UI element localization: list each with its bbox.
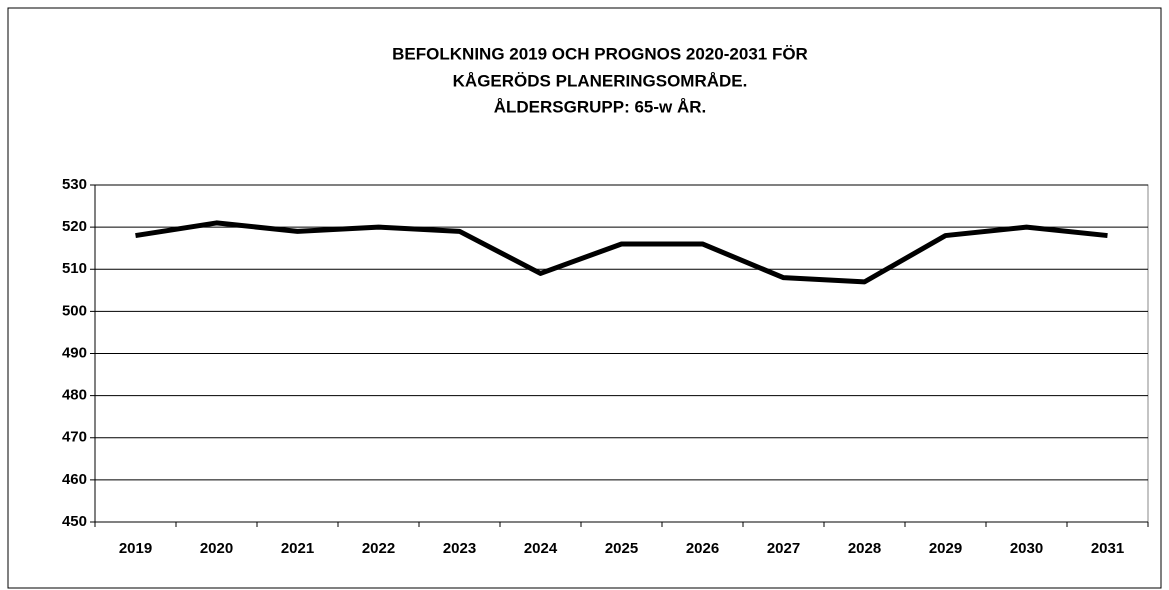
- line-series: [135, 220, 1108, 285]
- x-tick-label: 2031: [1091, 540, 1124, 557]
- x-tick-label: 2024: [524, 540, 558, 557]
- x-tick-label: 2028: [848, 540, 881, 557]
- y-tick-label: 480: [62, 387, 87, 404]
- x-tick-label: 2020: [200, 540, 233, 557]
- x-tick-label: 2030: [1010, 540, 1043, 557]
- y-tick-label: 490: [62, 344, 87, 361]
- y-tick-label: 500: [62, 302, 87, 319]
- y-tick-label: 450: [62, 513, 87, 530]
- x-tick-label: 2029: [929, 540, 962, 557]
- chart-title: BEFOLKNING 2019 OCH PROGNOS 2020-2031 FÖ…: [392, 44, 808, 63]
- x-tick-label: 2026: [686, 540, 719, 557]
- x-tick-label: 2023: [443, 540, 476, 557]
- x-tick-label: 2019: [119, 540, 152, 557]
- x-tick-label: 2027: [767, 540, 800, 557]
- y-tick-label: 520: [62, 218, 87, 235]
- y-tick-label: 460: [62, 471, 87, 488]
- y-tick-label: 530: [62, 176, 87, 193]
- x-tick-label: 2022: [362, 540, 395, 557]
- chart-border: [7, 7, 1162, 589]
- x-tick-label: 2021: [281, 540, 314, 557]
- x-tick-label: 2025: [605, 540, 638, 557]
- chart-title: KÅGERÖDS PLANERINGSOMRÅDE.: [453, 71, 748, 90]
- chart-title: ÅLDERSGRUPP: 65-w ÅR.: [494, 97, 707, 116]
- y-tick-label: 510: [62, 260, 87, 277]
- y-tick-label: 470: [62, 429, 87, 446]
